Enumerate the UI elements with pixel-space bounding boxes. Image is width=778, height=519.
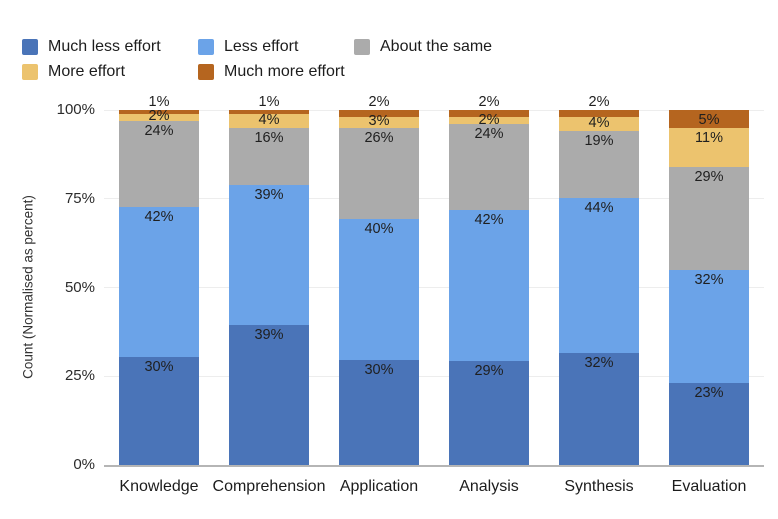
bar-value-label: 32% xyxy=(694,271,724,288)
legend-swatch-icon xyxy=(354,39,370,55)
bar-segment-analysis-1 xyxy=(449,210,529,361)
y-tick-label: 25% xyxy=(64,367,95,385)
bar-segment-evaluation-0 xyxy=(669,383,749,465)
x-category-label: Application xyxy=(339,478,419,495)
bar-segment-evaluation-4 xyxy=(669,110,749,128)
bar-segment-analysis-3 xyxy=(449,117,529,125)
bar-segment-evaluation-1 xyxy=(669,269,749,384)
bar-value-label: 44% xyxy=(584,199,614,216)
legend-swatch-icon xyxy=(22,39,38,55)
y-tick-label: 75% xyxy=(64,189,95,207)
bar-value-label: 4% xyxy=(258,111,280,128)
bar-segment-application-0 xyxy=(339,359,419,465)
x-category-label: Synthesis xyxy=(564,478,634,495)
bar-segment-comprehension-0 xyxy=(229,325,309,465)
bar-value-label: 42% xyxy=(144,208,174,225)
bar-segment-knowledge-1 xyxy=(119,206,199,358)
bar-value-label: 30% xyxy=(364,361,394,378)
bar-value-label: 26% xyxy=(364,129,394,146)
bar-value-label: 2% xyxy=(368,94,390,110)
x-category-label: Evaluation xyxy=(671,478,747,495)
bar-segment-knowledge-0 xyxy=(119,357,199,465)
bar-segment-comprehension-3 xyxy=(229,113,309,128)
bar-value-label: 24% xyxy=(474,126,504,143)
bar-segment-application-2 xyxy=(339,127,419,219)
bar-segment-comprehension-4 xyxy=(229,110,309,114)
x-axis-line xyxy=(104,465,764,467)
bar-value-label: 16% xyxy=(254,129,284,146)
bar-value-label: 2% xyxy=(478,111,500,128)
legend: Much less effort Less effort About the sam… xyxy=(22,38,492,81)
bar-value-label: 1% xyxy=(258,94,280,110)
bar-segment-analysis-2 xyxy=(449,124,529,211)
legend-swatch-icon xyxy=(198,39,214,55)
gridline xyxy=(104,287,764,288)
y-tick-label: 50% xyxy=(64,278,95,296)
bar-segment-comprehension-1 xyxy=(229,185,309,326)
bar-value-label: 5% xyxy=(698,112,720,128)
x-category-label: Knowledge xyxy=(119,478,199,495)
x-category-label: Analysis xyxy=(459,478,519,495)
legend-item-2: About the same xyxy=(354,38,492,56)
bar-value-label: 4% xyxy=(588,115,610,132)
legend-label: Much more effort xyxy=(224,63,345,80)
bar-segment-synthesis-2 xyxy=(559,131,639,198)
x-category-label: Comprehension xyxy=(212,478,326,495)
gridline xyxy=(104,198,764,200)
legend-item-0: Much less effort xyxy=(22,38,198,56)
bar-segment-analysis-0 xyxy=(449,361,529,465)
bar-segment-synthesis-1 xyxy=(559,197,639,353)
bar-value-label: 32% xyxy=(584,354,614,371)
bar-segment-comprehension-2 xyxy=(229,127,309,186)
legend-label: More effort xyxy=(48,63,126,80)
gridline xyxy=(104,109,764,111)
legend-label: Less effort xyxy=(224,38,299,55)
bar-segment-synthesis-0 xyxy=(559,352,639,465)
bar-value-label: 39% xyxy=(254,187,284,204)
y-tick-label: 100% xyxy=(56,101,95,118)
legend-item-3: More effort xyxy=(22,63,198,81)
bar-value-label: 2% xyxy=(148,108,170,125)
bar-value-label: 29% xyxy=(694,168,724,185)
legend-item-4: Much more effort xyxy=(198,63,354,81)
bar-segment-evaluation-3 xyxy=(669,127,749,167)
bar-segment-application-1 xyxy=(339,218,419,360)
bar-value-label: 39% xyxy=(254,327,284,344)
bar-segment-synthesis-4 xyxy=(559,110,639,118)
bar-segment-knowledge-3 xyxy=(119,113,199,121)
bar-value-label: 24% xyxy=(144,122,174,139)
bar-value-label: 2% xyxy=(588,94,610,110)
bar-value-label: 2% xyxy=(478,94,500,110)
bar-value-label: 29% xyxy=(474,363,504,379)
legend-item-1: Less effort xyxy=(198,38,354,56)
legend-swatch-icon xyxy=(22,64,38,80)
bar-segment-analysis-4 xyxy=(449,110,529,118)
bar-segment-evaluation-2 xyxy=(669,166,749,270)
y-tick-label: 0% xyxy=(73,456,95,473)
legend-label: About the same xyxy=(380,38,493,55)
bar-value-label: 23% xyxy=(694,385,724,402)
legend-swatch-icon xyxy=(198,64,214,80)
bar-value-label: 42% xyxy=(474,212,504,229)
bar-segment-synthesis-3 xyxy=(559,117,639,132)
bar-value-label: 19% xyxy=(584,133,614,150)
bar-value-label: 3% xyxy=(368,113,390,130)
gridline xyxy=(104,375,764,377)
bar-segment-knowledge-2 xyxy=(119,120,199,207)
bar-value-label: 1% xyxy=(148,94,170,110)
bar-segment-application-3 xyxy=(339,117,419,128)
bar-value-label: 30% xyxy=(144,359,174,376)
legend-label: Much less effort xyxy=(48,38,161,55)
bar-value-label: 11% xyxy=(695,129,723,146)
bar-segment-application-4 xyxy=(339,110,419,118)
bar-segment-knowledge-4 xyxy=(119,110,199,114)
bar-value-label: 40% xyxy=(364,220,394,237)
